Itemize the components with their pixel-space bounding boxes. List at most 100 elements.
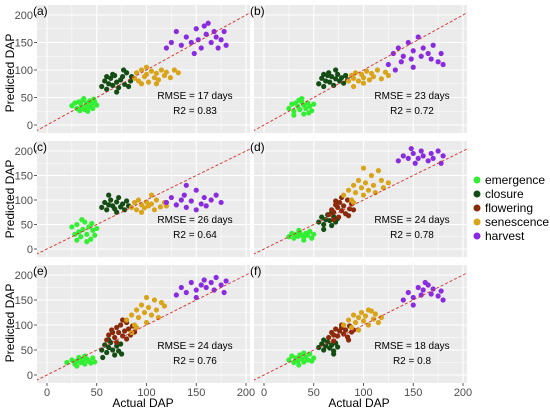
point-harvest bbox=[183, 182, 189, 188]
point-emergence bbox=[303, 105, 309, 112]
point-emergence bbox=[81, 96, 87, 102]
legend-swatch-harvest bbox=[473, 232, 481, 240]
point-flowering bbox=[331, 332, 337, 338]
point-harvest bbox=[193, 207, 199, 213]
point-harvest bbox=[420, 287, 426, 293]
point-senescence bbox=[360, 318, 367, 324]
point-emergence bbox=[79, 217, 85, 223]
point-harvest bbox=[440, 153, 446, 159]
point-emergence bbox=[305, 232, 311, 238]
point-senescence bbox=[151, 207, 158, 213]
x-tick-label-e: 100 bbox=[137, 387, 155, 399]
point-closure bbox=[316, 81, 322, 87]
point-senescence bbox=[350, 312, 357, 318]
y-axis-title-top: Predicted DAP bbox=[3, 34, 17, 113]
point-harvest bbox=[178, 42, 184, 48]
point-closure bbox=[326, 70, 332, 76]
point-senescence bbox=[133, 70, 140, 76]
point-senescence bbox=[362, 313, 369, 319]
point-harvest bbox=[203, 31, 209, 37]
point-harvest bbox=[163, 199, 169, 206]
x-tick-label-e: 200 bbox=[237, 387, 255, 399]
point-senescence bbox=[385, 180, 391, 186]
point-harvest bbox=[412, 160, 418, 166]
r2-label-b: R2 = 0.72 bbox=[390, 106, 434, 117]
series-senescence-d bbox=[341, 165, 391, 206]
point-senescence bbox=[157, 204, 164, 210]
point-harvest bbox=[218, 282, 224, 288]
point-senescence bbox=[128, 312, 135, 318]
point-closure bbox=[116, 194, 122, 201]
point-closure bbox=[104, 74, 110, 80]
point-emergence bbox=[301, 359, 307, 365]
legend-label-emergence: emergence bbox=[485, 173, 545, 187]
point-emergence bbox=[296, 362, 302, 368]
point-harvest bbox=[400, 297, 406, 303]
panel-background-b bbox=[254, 5, 467, 133]
point-senescence bbox=[143, 319, 150, 326]
point-emergence bbox=[89, 220, 95, 227]
point-harvest bbox=[208, 39, 214, 46]
point-senescence bbox=[135, 314, 142, 321]
r2-label-d: R2 = 0.78 bbox=[390, 230, 434, 241]
point-closure bbox=[316, 219, 322, 225]
series-senescence-b bbox=[345, 67, 391, 90]
point-harvest bbox=[203, 203, 209, 209]
point-senescence bbox=[133, 324, 140, 331]
point-harvest bbox=[408, 56, 414, 62]
point-flowering bbox=[114, 324, 120, 331]
point-senescence bbox=[153, 70, 160, 76]
legend-label-harvest: harvest bbox=[485, 229, 525, 243]
point-harvest bbox=[428, 56, 434, 62]
point-flowering bbox=[116, 329, 122, 336]
point-harvest bbox=[213, 34, 219, 40]
point-closure bbox=[99, 83, 105, 90]
point-closure bbox=[110, 347, 116, 353]
points-a bbox=[69, 20, 229, 114]
x-tick-label-f: 200 bbox=[454, 387, 472, 399]
series-harvest-a bbox=[163, 20, 229, 57]
rmse-label-e: RMSE = 24 days bbox=[157, 341, 232, 352]
point-emergence bbox=[295, 358, 301, 364]
point-emergence bbox=[297, 352, 303, 358]
point-senescence bbox=[366, 77, 373, 83]
series-harvest-f bbox=[400, 279, 446, 308]
point-emergence bbox=[306, 110, 312, 116]
point-senescence bbox=[138, 209, 145, 215]
series-emergence-d bbox=[286, 227, 317, 243]
point-senescence bbox=[372, 311, 379, 317]
point-senescence bbox=[148, 312, 155, 318]
rmse-label-c: RMSE = 26 days bbox=[157, 215, 232, 226]
series-emergence-c bbox=[69, 217, 100, 245]
reference-line-d bbox=[254, 148, 467, 255]
point-senescence bbox=[358, 309, 365, 316]
point-harvest bbox=[193, 187, 199, 193]
point-senescence bbox=[380, 185, 386, 191]
point-emergence bbox=[92, 359, 98, 365]
y-tick-label-c: 100 bbox=[15, 195, 33, 207]
point-emergence bbox=[309, 235, 315, 241]
r2-label-e: R2 = 0.76 bbox=[173, 356, 217, 367]
point-harvest bbox=[400, 53, 406, 59]
panel-background-e bbox=[37, 265, 250, 383]
point-flowering bbox=[342, 327, 349, 333]
point-senescence bbox=[141, 205, 148, 211]
y-tick-label-e: 0 bbox=[27, 370, 33, 382]
point-emergence bbox=[92, 232, 98, 238]
point-flowering bbox=[120, 317, 126, 323]
series-harvest-c bbox=[163, 182, 224, 213]
point-closure bbox=[108, 197, 114, 203]
point-senescence bbox=[341, 192, 347, 198]
point-closure bbox=[102, 199, 108, 206]
point-harvest bbox=[193, 287, 199, 293]
point-harvest bbox=[420, 45, 426, 51]
point-senescence bbox=[355, 327, 362, 333]
x-tick-label-e: 50 bbox=[91, 387, 103, 399]
point-harvest bbox=[211, 287, 217, 293]
point-harvest bbox=[440, 297, 446, 303]
panel-label-f: (f) bbox=[250, 264, 261, 278]
point-flowering bbox=[124, 336, 130, 342]
point-emergence bbox=[311, 101, 317, 107]
point-emergence bbox=[74, 221, 80, 228]
point-emergence bbox=[74, 237, 80, 243]
